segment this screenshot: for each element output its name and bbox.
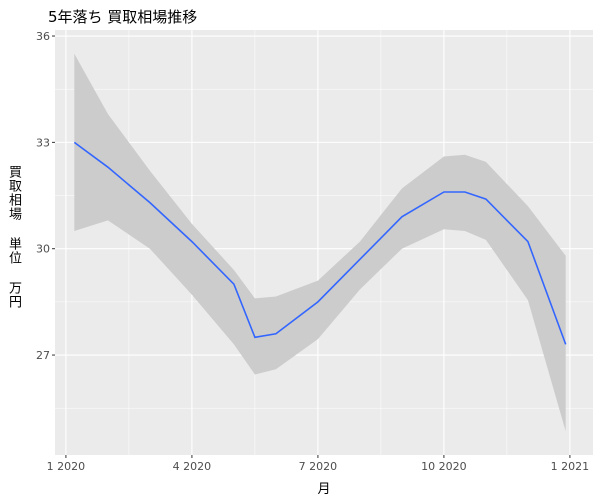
y-tick-label: 33 (36, 136, 50, 149)
x-tick-label: 1 2021 (551, 460, 590, 473)
x-tick-label: 7 2020 (299, 460, 338, 473)
y-tick-label: 27 (36, 349, 50, 362)
y-tick-label: 36 (36, 30, 50, 43)
smooth-line (73, 141, 567, 345)
confidence-band (74, 53, 566, 432)
x-axis-title: 月 (317, 482, 331, 497)
x-tick-label: 4 2020 (173, 460, 212, 473)
x-tick-label: 1 2020 (47, 460, 86, 473)
x-tick-label: 10 2020 (421, 460, 467, 473)
y-axis-title: 買取相場 単位 万円 (6, 165, 21, 309)
y-tick-label: 30 (36, 243, 50, 256)
chart-title: 5年落ち 買取相場推移 (48, 8, 198, 26)
